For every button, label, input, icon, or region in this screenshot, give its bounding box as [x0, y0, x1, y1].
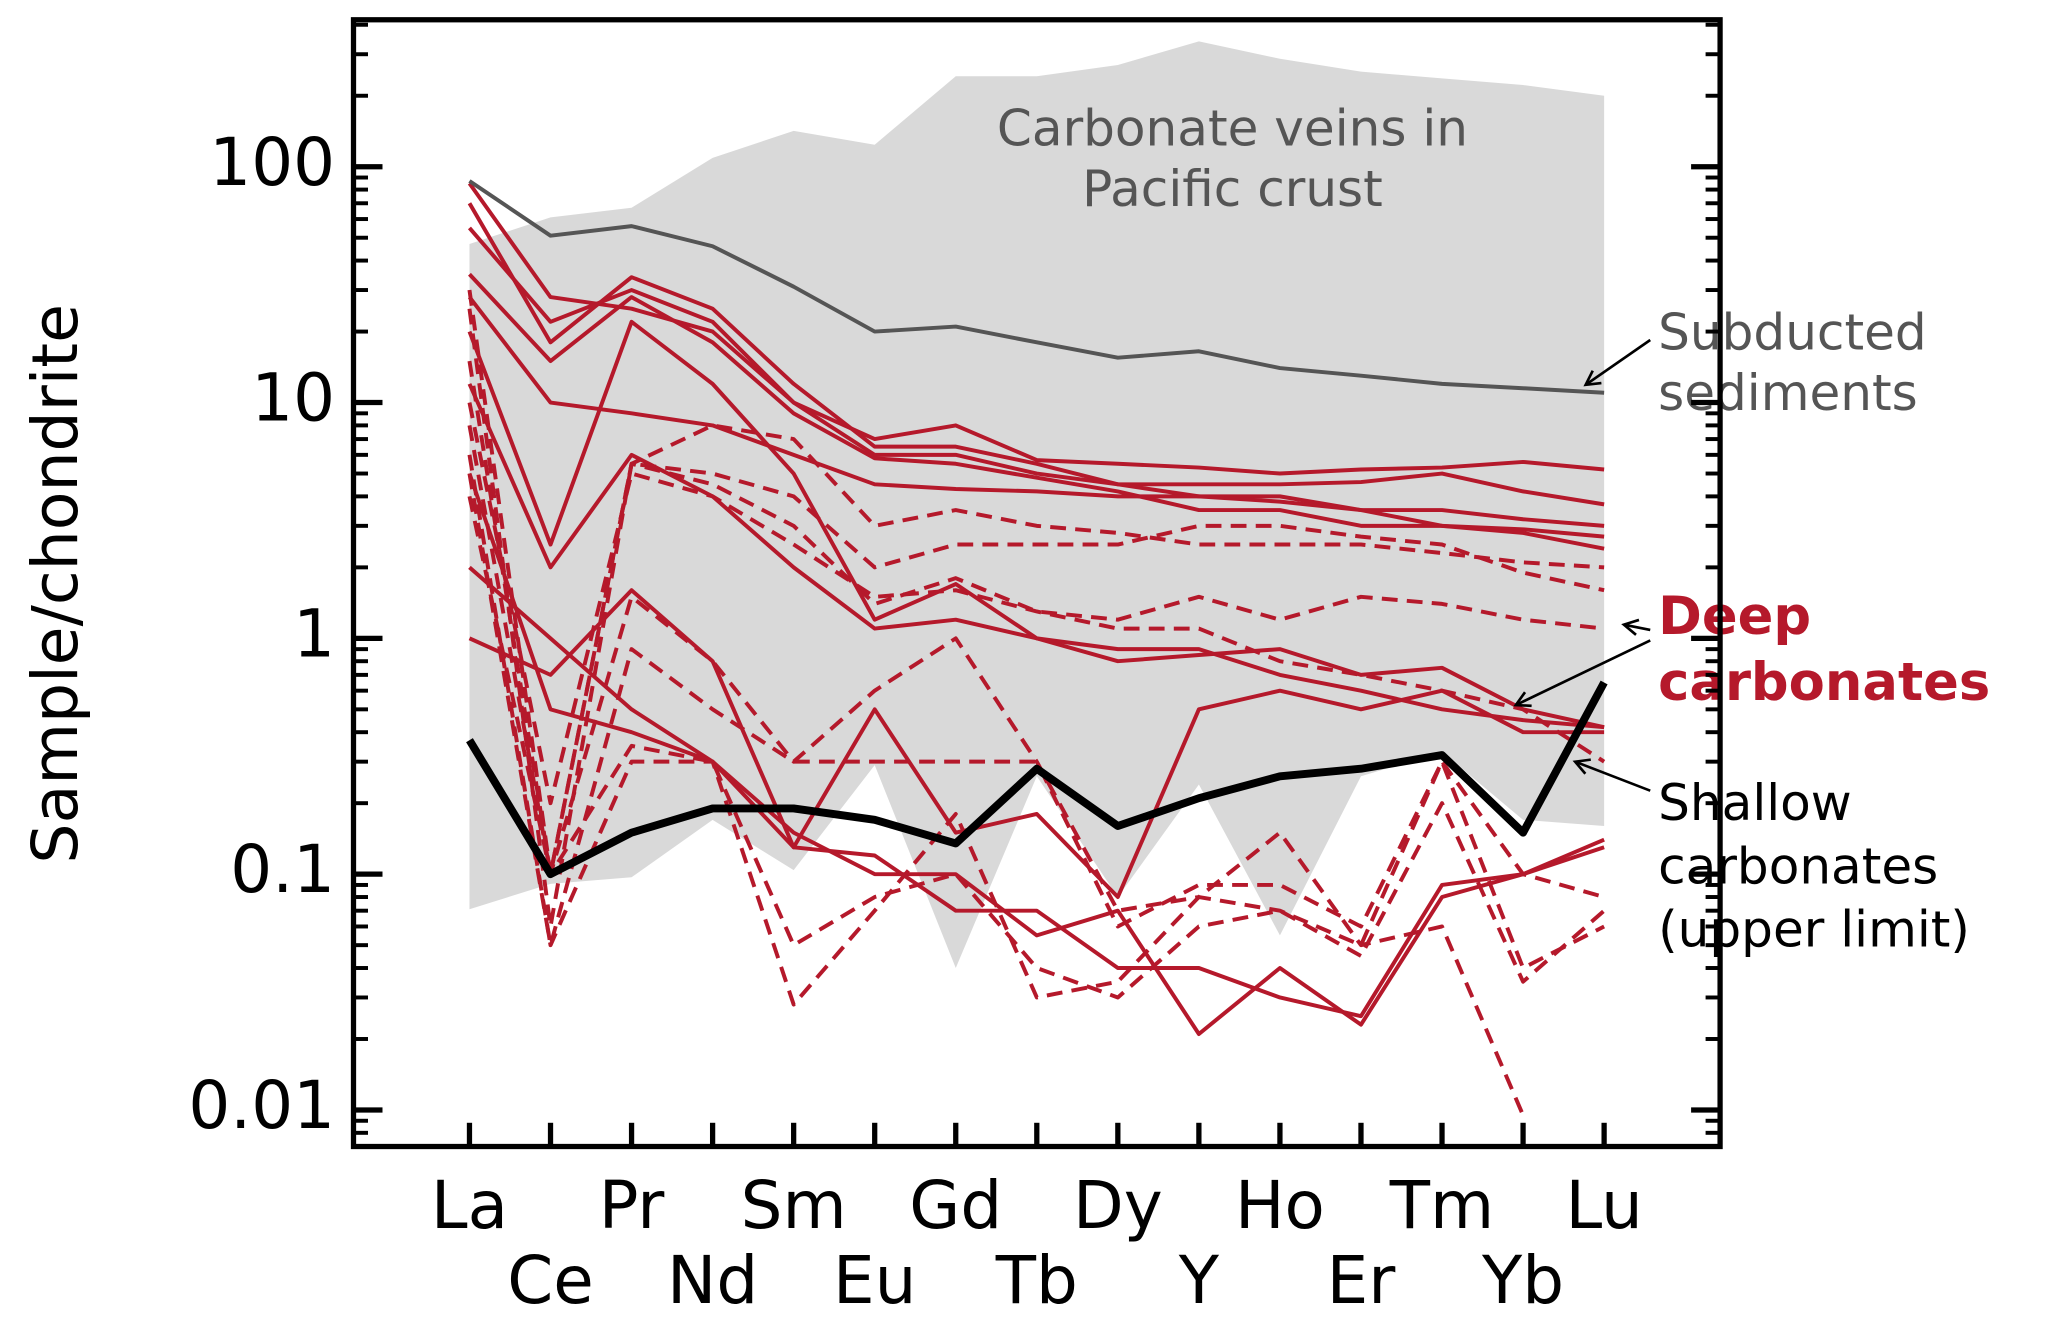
- series-line: [467, 202, 1605, 507]
- x-tick-label: Nd: [667, 1242, 758, 1319]
- series-line: [468, 179, 1605, 395]
- x-tick-label: Er: [1327, 1242, 1397, 1319]
- arrow-line: [1574, 760, 1651, 792]
- series-line: [467, 472, 1605, 899]
- x-tick-label: Tm: [1389, 1167, 1494, 1244]
- series-line: [467, 425, 1605, 948]
- series-line: [468, 565, 1605, 1036]
- x-tick-label: Sm: [741, 1167, 847, 1244]
- annotation-text: Subducted: [1658, 304, 1927, 362]
- series-line: [468, 588, 1605, 1019]
- annotation-text: carbonates: [1658, 837, 1938, 895]
- x-tick-label: La: [431, 1167, 508, 1244]
- arrow-line: [1515, 639, 1651, 707]
- series-line: [467, 402, 1606, 806]
- x-tick-label: Lu: [1565, 1167, 1642, 1244]
- x-tick-label: Pr: [599, 1167, 666, 1244]
- arrow-line: [1623, 623, 1651, 632]
- y-tick-label: 0.01: [188, 1067, 335, 1144]
- y-tick-label: 0.1: [230, 831, 335, 908]
- series-line: [467, 182, 1605, 476]
- x-tick-label: Eu: [833, 1242, 916, 1319]
- series-line: [467, 308, 1605, 929]
- x-tick-label: Ce: [507, 1242, 594, 1319]
- series-line: [468, 272, 1605, 539]
- series-line: [467, 289, 1605, 877]
- annotation-text: Pacific crust: [1082, 160, 1383, 218]
- x-tick-label: Tb: [995, 1242, 1078, 1319]
- arrow-head: [1621, 618, 1640, 636]
- x-tick-label: Gd: [909, 1167, 1002, 1244]
- x-tick-label: Y: [1178, 1242, 1220, 1319]
- annotation-text: Shallow: [1658, 774, 1852, 832]
- series-line: [467, 495, 1606, 1000]
- arrow-head: [1572, 758, 1591, 775]
- x-tick-label: Dy: [1073, 1167, 1163, 1244]
- annotation-text: Deep: [1658, 586, 1811, 647]
- y-tick-label: 1: [293, 595, 335, 672]
- y-axis-label: Sample/chondrite: [18, 304, 92, 864]
- arrow-line: [1584, 338, 1651, 386]
- x-tick-label: Ho: [1235, 1167, 1325, 1244]
- series-line: [467, 454, 1606, 970]
- series-line: [467, 226, 1605, 528]
- arrow-head: [1583, 370, 1602, 387]
- series-line: [466, 680, 1608, 879]
- x-tick-label: Yb: [1481, 1242, 1564, 1319]
- y-tick-label: 10: [251, 360, 335, 437]
- annotation-text: Carbonate veins in: [997, 99, 1468, 157]
- series-line: [467, 383, 1605, 730]
- annotation-text: (upper limit): [1658, 901, 1970, 959]
- series-line: [467, 295, 1605, 551]
- y-tick-label: 100: [209, 124, 335, 201]
- annotation-text: sediments: [1658, 364, 1918, 422]
- plot-frame: [350, 17, 1723, 1150]
- arrow-head: [1513, 691, 1532, 708]
